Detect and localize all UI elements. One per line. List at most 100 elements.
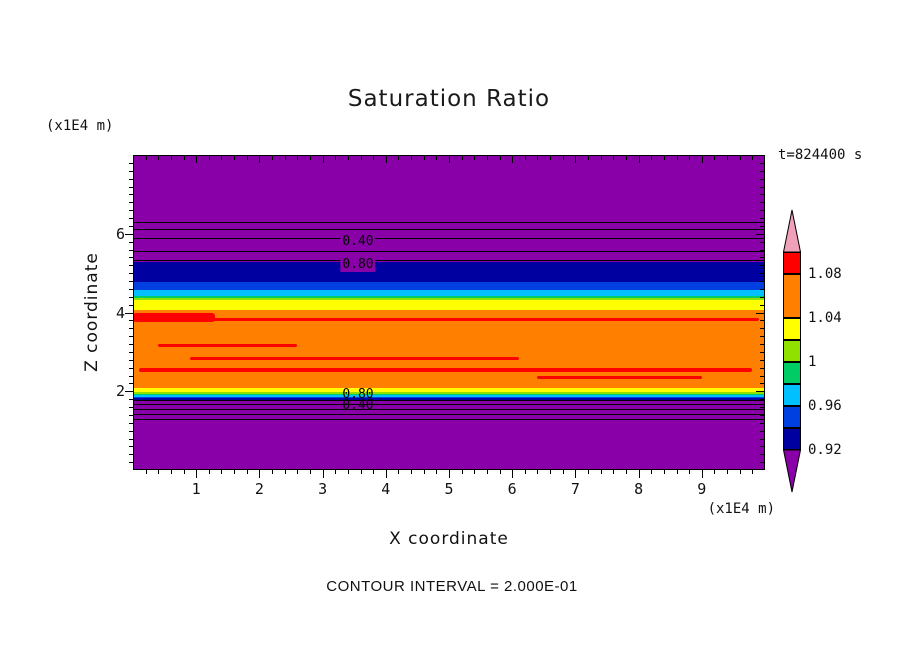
heatmap-band [133,262,765,283]
heatmap-band [133,290,765,296]
x-axis-label: X coordinate [389,529,509,549]
x-tick [575,156,577,163]
x-tick [588,156,590,160]
x-tick [474,470,476,474]
y-tick [760,430,764,432]
y-tick [760,454,764,456]
x-tick [689,470,691,474]
x-tick [423,156,425,160]
contour-line [133,229,765,231]
colorbar-box [783,318,801,340]
y-tick [760,367,764,369]
x-tick [335,156,337,160]
x-tick [322,470,324,478]
y-tick [129,241,133,243]
x-tick [170,156,172,160]
colorbar-label: 1 [808,354,817,370]
y-tick [760,462,764,464]
y-tick [760,249,764,251]
y-tick [760,257,764,259]
y-tick [129,336,133,338]
x-tick [297,470,299,474]
y-tick [760,296,764,298]
x-tick [145,470,147,474]
x-tick [600,156,602,160]
colorbar-box [783,274,801,318]
contour-line [133,414,765,416]
x-tick [625,156,627,160]
x-tick [739,470,741,474]
x-tick [398,156,400,160]
y-tick [129,273,133,275]
colorbar-label: 0.96 [808,398,842,414]
x-tick [423,470,425,474]
x-tick [600,470,602,474]
y-tick [760,202,764,204]
heatmap-band [133,295,765,298]
y-tick [129,225,133,227]
x-tick [170,470,172,474]
y-tick [760,375,764,377]
contour-label: 0.80 [342,387,374,403]
x-tick [689,156,691,160]
y-tick [129,202,133,204]
contour-label: 0.40 [340,234,376,250]
contour-label: 0.40 [342,397,374,413]
x-tick [246,470,248,474]
y-tick [760,170,764,172]
y-tick [129,288,133,290]
heatmap-band [133,397,765,400]
y-tick [129,462,133,464]
y-tick [129,257,133,259]
y-tick [760,383,764,385]
y-tick [129,218,133,219]
y-tick [129,170,133,172]
y-tick [760,225,764,227]
y-tick [129,383,133,385]
x-tick [714,156,716,160]
x-tick [208,156,210,160]
contour-line [133,251,765,253]
x-tick [550,156,552,160]
x-tick [512,470,514,478]
x-tick [284,156,286,160]
x-tick [524,156,526,160]
x-tick-label: 4 [381,480,391,498]
colorbar-label: 1.04 [808,310,842,326]
x-tick [638,156,640,163]
x-tick [309,156,311,160]
x-tick [638,470,640,478]
contour-label: 0.80 [340,257,376,273]
x-tick [701,156,703,163]
x-tick [486,470,488,474]
x-tick [562,470,564,474]
contour-line [133,408,765,410]
x-tick [499,470,501,474]
y-tick [760,351,764,353]
heatmap-band [133,392,765,394]
y-tick [760,265,764,267]
x-tick [360,156,362,160]
colorbar-box [783,362,801,384]
chart-title: Saturation Ratio [347,86,551,112]
x-tick [461,156,463,160]
y-tick [760,407,764,408]
x-tick [322,156,324,163]
y-tick [129,304,133,306]
y-tick [760,328,764,330]
y-tick [129,375,133,377]
saturation-streak [189,356,519,360]
x-tick [234,156,236,160]
x-tick [524,470,526,474]
y-tick [756,312,764,314]
x-tick [537,156,539,160]
x-tick [246,156,248,160]
x-tick-label: 9 [697,480,707,498]
y-tick [760,288,764,290]
colorbar-box [783,406,801,428]
x-tick [449,470,450,478]
y-tick [125,312,133,314]
y-tick [760,194,764,196]
y-tick [125,233,133,235]
y-tick [760,218,764,219]
